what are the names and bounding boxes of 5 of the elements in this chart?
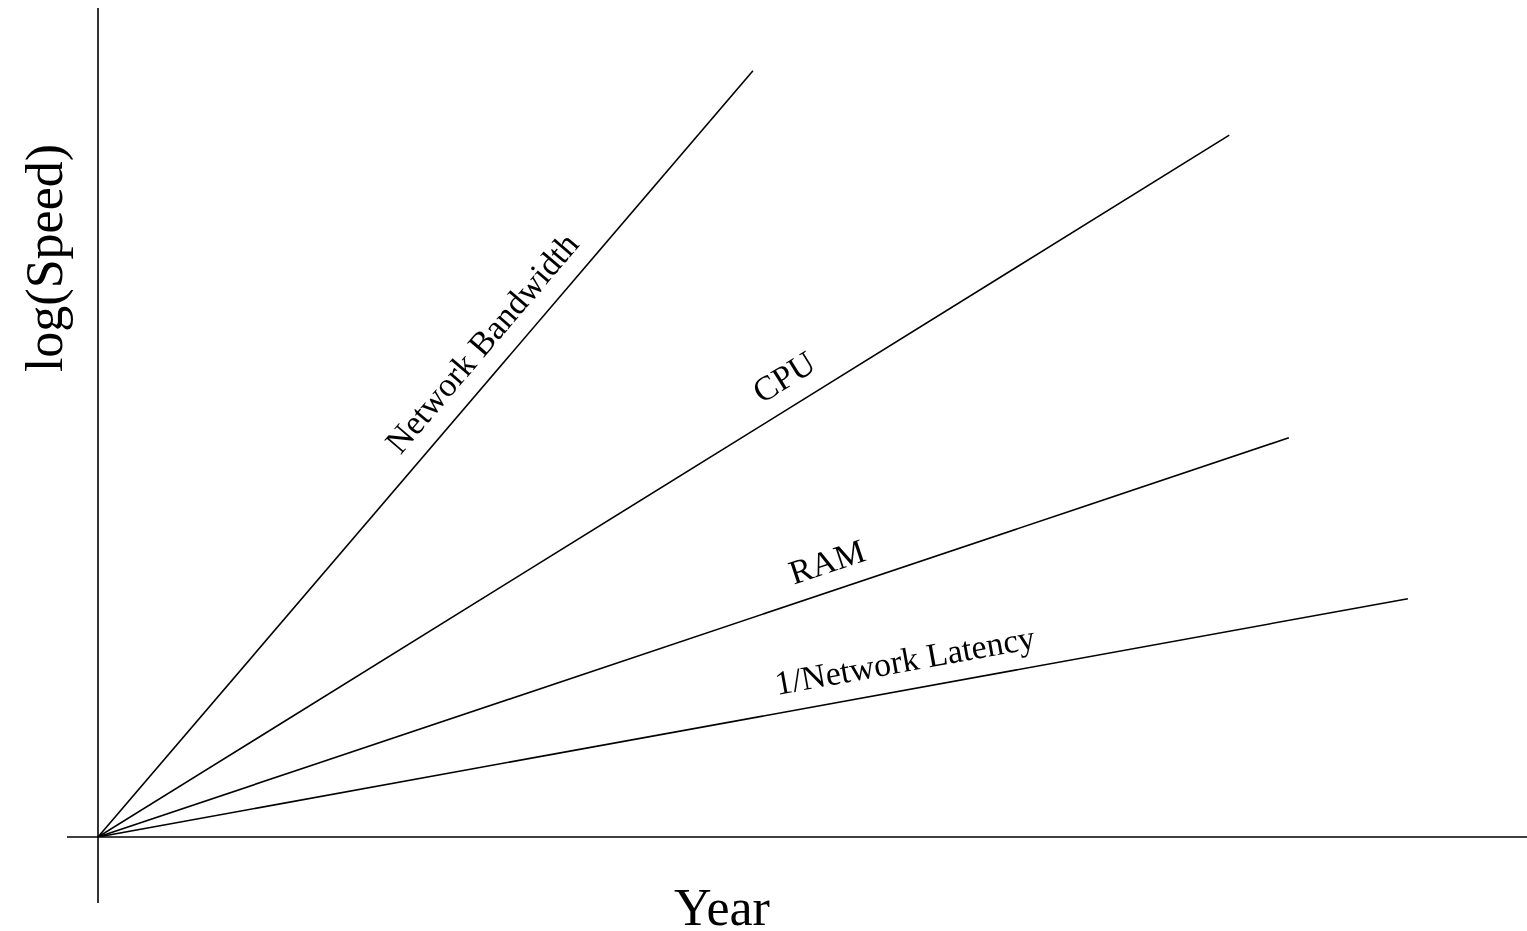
- x-axis-title: Year: [674, 879, 770, 931]
- y-axis-title: log(Speed): [16, 143, 74, 373]
- text: RAM: [784, 531, 870, 592]
- text: 1/Network Latency: [771, 618, 1038, 702]
- text: CPU: [745, 343, 822, 410]
